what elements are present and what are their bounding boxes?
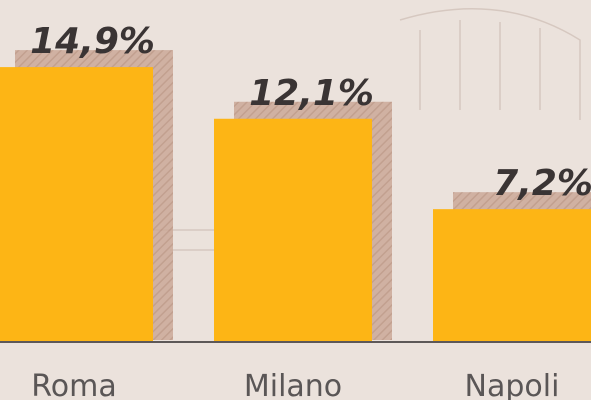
category-label: Roma — [31, 369, 116, 400]
bar — [214, 119, 372, 342]
bar — [0, 67, 153, 342]
value-label: 12,1% — [249, 73, 374, 114]
chart: 14,9% Roma 12,1% Milano 7,2% Napoli — [0, 0, 591, 400]
category-label: Napoli — [465, 369, 560, 400]
page: {"chart_data": {"type": "bar", "categori… — [0, 0, 591, 400]
bar — [433, 209, 591, 342]
value-label: 7,2% — [493, 163, 591, 204]
value-label: 14,9% — [30, 21, 155, 62]
category-label: Milano — [244, 369, 342, 400]
